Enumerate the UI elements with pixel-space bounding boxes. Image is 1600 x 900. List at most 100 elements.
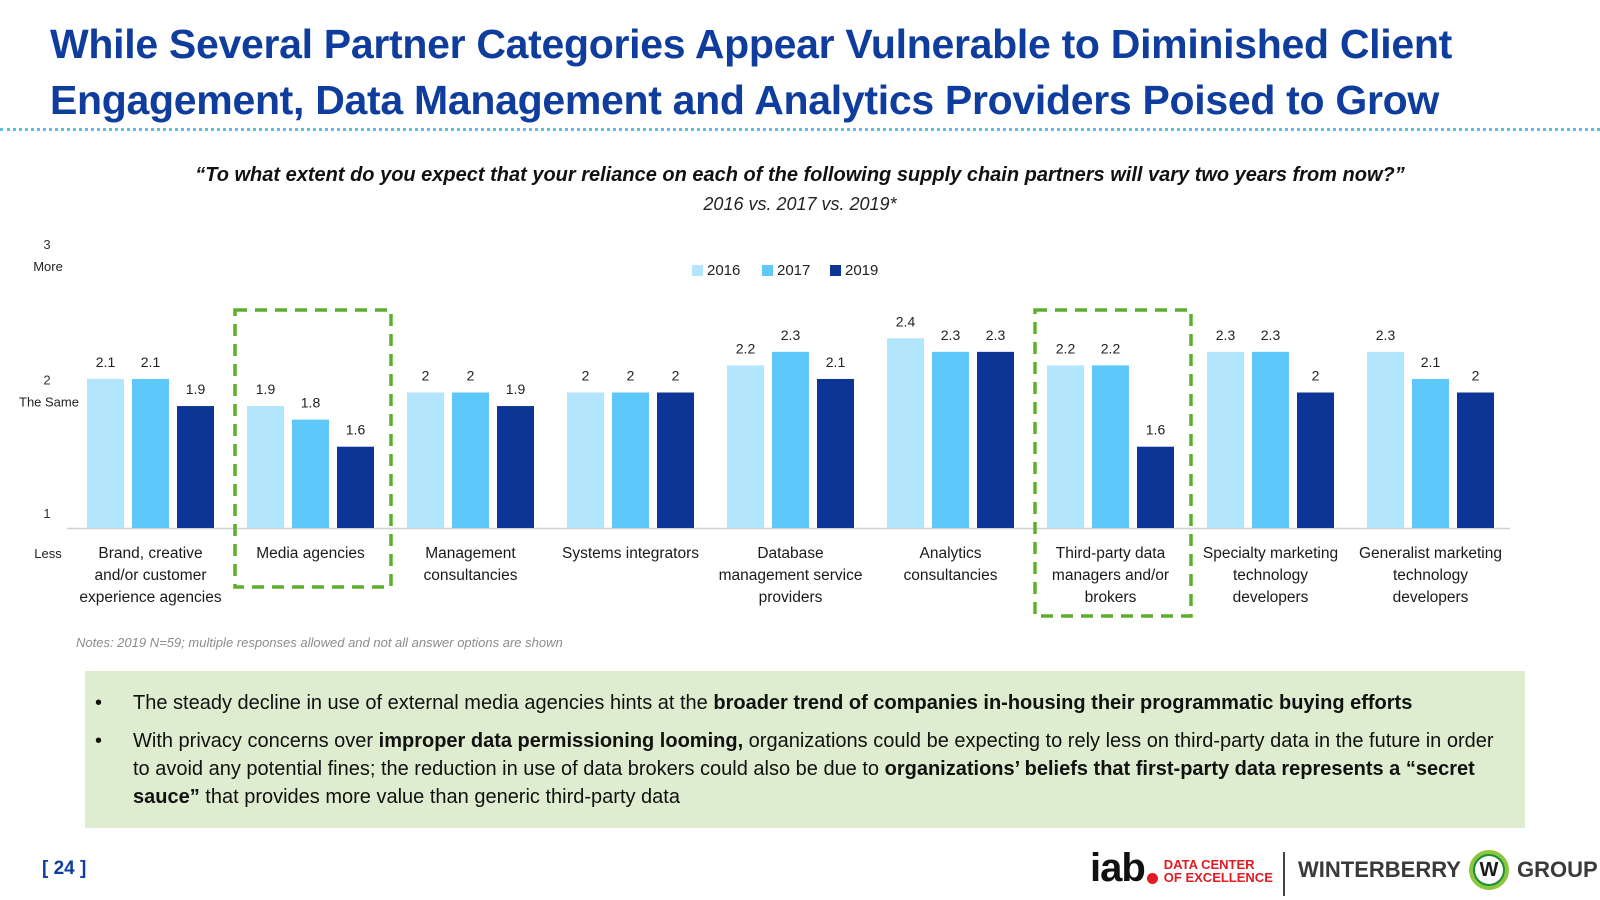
bar-chart: 3 More 2 The Same 1 Less 2016 2017 2019 2.1 2.1 1.9… xyxy=(19,240,1510,618)
bar-value-label: 2.4 xyxy=(896,313,916,329)
category-label: Generalist marketing xyxy=(1359,545,1502,562)
category-label: technology xyxy=(1233,567,1308,584)
legend-label-2019: 2019 xyxy=(845,262,878,279)
bar-2019 xyxy=(817,378,854,528)
bar-value-label: 1.9 xyxy=(186,381,206,397)
title-line-2: Engagement, Data Management and Analytic… xyxy=(50,77,1439,123)
page-title: While Several Partner Categories Appear … xyxy=(50,16,1570,128)
category-label: Systems integrators xyxy=(562,545,699,562)
bar-value-label: 2.3 xyxy=(986,327,1006,343)
bar-value-label: 2 xyxy=(1472,368,1480,384)
category-label: technology xyxy=(1393,567,1468,584)
logo-divider xyxy=(1283,852,1285,896)
y-tick-label: 1 xyxy=(43,506,50,521)
insight-text: The steady decline in use of external me… xyxy=(133,692,714,714)
bar-2017 xyxy=(1412,378,1449,528)
bar-2016 xyxy=(567,392,604,528)
category-label: Analytics xyxy=(919,545,981,562)
insight-text: organizations could be expecting to rely… xyxy=(133,730,1494,780)
bar-2019 xyxy=(337,446,374,528)
category-label: providers xyxy=(759,589,823,606)
bar-2016 xyxy=(407,392,444,528)
bar-value-label: 2 xyxy=(672,368,680,384)
bar-2016 xyxy=(247,406,284,528)
bar-2016 xyxy=(87,378,124,528)
insight-bold-text: broader trend of companies in-housing th… xyxy=(713,692,1413,714)
category-label: brokers xyxy=(1085,589,1137,606)
bar-value-label: 2 xyxy=(582,368,590,384)
iab-sub-line-2: OF EXCELLENCE xyxy=(1163,870,1273,885)
bar-value-label: 2.3 xyxy=(1261,327,1281,343)
winterberry-mark: W xyxy=(1474,856,1503,884)
bar-2019 xyxy=(177,406,214,528)
category-label: Management xyxy=(425,545,516,562)
bar-2017 xyxy=(612,392,649,528)
bar-value-label: 2 xyxy=(627,368,635,384)
iab-dot-icon xyxy=(1146,873,1158,884)
highlight-box xyxy=(1033,308,1193,618)
bar-value-label: 2.2 xyxy=(736,340,756,356)
survey-subtitle: 2016 vs. 2017 vs. 2019* xyxy=(703,194,897,214)
insight-bold-text: improper data permissioning looming, xyxy=(378,730,744,752)
category-label: Specialty marketing xyxy=(1203,545,1338,562)
winterberry-w-icon: W xyxy=(1468,850,1509,890)
bar-2019 xyxy=(977,351,1014,528)
category-label: Brand, creative xyxy=(98,545,202,562)
bar-2016 xyxy=(1207,351,1244,528)
category-label: Database xyxy=(757,545,823,562)
iab-sub-line-1: DATA CENTER xyxy=(1163,857,1255,872)
bar-2017 xyxy=(1252,351,1289,528)
chart-notes: Notes: 2019 N=59; multiple responses all… xyxy=(76,635,563,650)
legend-swatch-2017 xyxy=(762,265,773,276)
bar-value-label: 2.3 xyxy=(781,327,801,343)
highlight-box xyxy=(233,308,393,589)
bar-2019 xyxy=(657,392,694,528)
bar-value-label: 1.9 xyxy=(256,381,276,397)
insight-box: The steady decline in use of external me… xyxy=(85,671,1525,828)
winterberry-logo: WINTERBERRY W GROUP xyxy=(1298,850,1598,890)
y-tick-sublabel: Less xyxy=(34,546,62,561)
legend-label-2016: 2016 xyxy=(707,262,740,279)
y-tick-label: 3 xyxy=(43,240,50,252)
bar-value-label: 2.2 xyxy=(1056,340,1076,356)
iab-wordmark: iab xyxy=(1090,846,1146,890)
bar-2016 xyxy=(1367,351,1404,528)
insight-bullet: The steady decline in use of external me… xyxy=(95,689,1505,717)
bar-value-label: 1.6 xyxy=(346,422,366,438)
bar-value-label: 2.1 xyxy=(141,354,161,370)
bar-2016 xyxy=(887,338,924,528)
bar-value-label: 2.3 xyxy=(1216,327,1236,343)
legend-swatch-2016 xyxy=(692,265,703,276)
insight-text: With privacy concerns over xyxy=(133,730,379,752)
bar-value-label: 1.6 xyxy=(1146,422,1166,438)
category-label: Media agencies xyxy=(256,545,365,562)
title-line-1: While Several Partner Categories Appear … xyxy=(50,21,1452,67)
insight-list: The steady decline in use of external me… xyxy=(95,689,1505,811)
category-label: consultancies xyxy=(904,567,998,584)
bar-value-label: 2.2 xyxy=(1101,340,1121,356)
category-label: consultancies xyxy=(424,567,518,584)
winterberry-group-word: GROUP xyxy=(1516,857,1598,882)
bar-value-label: 2.1 xyxy=(1421,354,1441,370)
title-divider xyxy=(0,128,1600,131)
page-number: [ 24 ] xyxy=(42,858,87,879)
bar-2017 xyxy=(292,419,329,528)
bar-value-label: 1.9 xyxy=(506,381,526,397)
y-tick-label: 2 xyxy=(43,373,50,388)
y-tick-sublabel: More xyxy=(33,259,63,274)
survey-question: “To what extent do you expect that your … xyxy=(195,164,1405,186)
bar-value-label: 2 xyxy=(467,368,475,384)
legend-label-2017: 2017 xyxy=(777,262,810,279)
category-label: managers and/or xyxy=(1052,567,1169,584)
bar-value-label: 1.8 xyxy=(301,395,321,411)
insight-bullet: With privacy concerns over improper data… xyxy=(95,727,1505,811)
bar-2019 xyxy=(1137,446,1174,528)
bar-2017 xyxy=(1092,365,1129,528)
iab-logo: iab DATA CENTER OF EXCELLENCE xyxy=(1090,846,1273,890)
bar-value-label: 2.3 xyxy=(941,327,961,343)
category-label: Third-party data xyxy=(1056,545,1166,562)
category-label: and/or customer xyxy=(95,567,207,584)
bar-value-label: 2 xyxy=(1312,368,1320,384)
bar-2016 xyxy=(727,365,764,528)
insight-text: that provides more value than generic th… xyxy=(199,786,680,808)
